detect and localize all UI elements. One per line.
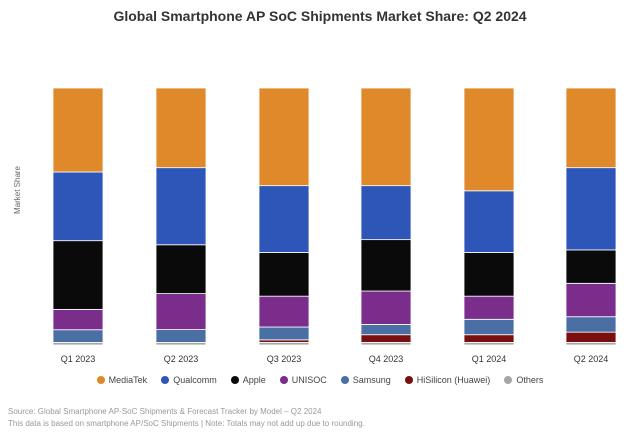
legend-label: MediaTek [108,375,148,385]
x-tick-labels: Q1 2023 Q2 2023 Q3 2023 Q4 2023 Q1 2024 Q2 20… [61,354,609,364]
note-footnote: This data is based on smartphone AP/SoC … [8,419,365,428]
bar-segment-unisoc-q1-2024 [463,295,515,320]
legend-swatch [230,376,239,384]
y-axis-label: Market Share [13,165,22,214]
bar-segment-mediatek-q2-2023 [155,87,207,169]
x-tick-label: Q3 2023 [267,354,302,364]
bar-segment-unisoc-q3-2023 [258,295,310,328]
bar-segment-qualcomm-q2-2023 [155,167,207,246]
bar-segment-hisilicon-huawei-q2-2024 [565,331,617,343]
legend-swatch [96,376,105,384]
bar-segment-qualcomm-q1-2024 [463,190,515,253]
bar-segment-mediatek-q3-2023 [258,87,310,187]
legend-item: HiSilicon (Huawei) [404,375,491,385]
legend-swatch [404,376,413,384]
bar-segment-qualcomm-q1-2023 [52,171,104,242]
bar-segment-hisilicon-huawei-q1-2024 [463,334,515,343]
legend-item: Apple [230,375,266,385]
legend-label: Samsung [352,375,391,385]
bar-segment-samsung-q4-2023 [360,324,412,336]
bar-segment-apple-q1-2023 [52,240,104,310]
legend-item: Samsung [340,375,391,385]
legend-item: UNISOC [279,375,327,385]
legend-label: UNISOC [291,375,327,385]
legend-item: MediaTek [96,375,148,385]
bar-segment-unisoc-q2-2024 [565,282,617,318]
bar-segment-hisilicon-huawei-q4-2023 [360,334,412,343]
bar-segment-apple-q3-2023 [258,252,310,297]
x-tick-label: Q2 2024 [574,354,609,364]
legend-label: Apple [242,375,266,385]
bar-segment-apple-q1-2024 [463,252,515,297]
bar-segment-unisoc-q4-2023 [360,290,412,325]
bar-segment-qualcomm-q3-2023 [258,185,310,253]
bars-group [52,87,617,346]
bar-segment-samsung-q2-2024 [565,316,617,333]
bar-segment-qualcomm-q4-2023 [360,185,412,241]
legend-swatch [279,376,288,384]
x-tick-label: Q4 2023 [369,354,404,364]
bar-segment-mediatek-q1-2024 [463,87,515,192]
bar-segment-qualcomm-q2-2024 [565,167,617,251]
bar-segment-unisoc-q2-2023 [155,293,207,330]
x-tick-label: Q1 2023 [61,354,96,364]
bar-segment-apple-q4-2023 [360,239,412,292]
source-footnote: Source: Global Smartphone AP-SoC Shipmen… [8,407,322,416]
bar-segment-unisoc-q1-2023 [52,308,104,331]
legend-item: Others [504,375,543,385]
legend-label: HiSilicon (Huawei) [416,375,491,385]
bar-segment-apple-q2-2023 [155,244,207,295]
bar-segment-samsung-q3-2023 [258,326,310,341]
bar-segment-samsung-q1-2024 [463,318,515,336]
legend-swatch [504,376,513,384]
bar-segment-samsung-q1-2023 [52,329,104,343]
chart-title: Global Smartphone AP SoC Shipments Marke… [113,8,527,24]
x-tick-label: Q2 2023 [164,354,199,364]
legend-swatch [340,376,349,384]
bar-segment-apple-q2-2024 [565,249,617,284]
legend-item: Qualcomm [161,375,217,385]
legend-label: Qualcomm [173,375,217,385]
legend-swatch [161,376,170,384]
legend-label: Others [516,375,544,385]
bar-segment-mediatek-q2-2024 [565,87,617,169]
bar-segment-mediatek-q1-2023 [52,87,104,173]
bar-segment-samsung-q2-2023 [155,329,207,343]
x-tick-label: Q1 2024 [472,354,507,364]
legend: MediaTek Qualcomm Apple UNISOC Samsung HiSili… [0,375,640,385]
bar-segment-mediatek-q4-2023 [360,87,412,187]
